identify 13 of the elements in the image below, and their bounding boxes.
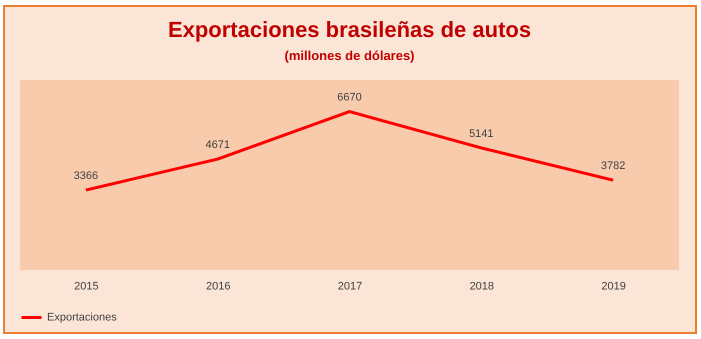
x-tick-label: 2019 bbox=[601, 280, 626, 292]
x-tick-label: 2016 bbox=[206, 280, 230, 292]
x-tick-label: 2017 bbox=[338, 280, 362, 292]
x-tick-label: 2018 bbox=[470, 280, 494, 292]
data-label: 3366 bbox=[74, 170, 98, 182]
data-label: 3782 bbox=[600, 160, 626, 172]
x-tick-label: 2015 bbox=[74, 280, 99, 292]
chart-subtitle: (millones de dólares) bbox=[284, 48, 415, 63]
data-label: 4671 bbox=[205, 139, 230, 152]
data-label: 5141 bbox=[469, 128, 494, 140]
chart-title: Exportaciones brasileñas de autos bbox=[168, 17, 532, 42]
legend-label: Exportaciones bbox=[47, 312, 118, 324]
data-label: 6670 bbox=[337, 92, 362, 104]
